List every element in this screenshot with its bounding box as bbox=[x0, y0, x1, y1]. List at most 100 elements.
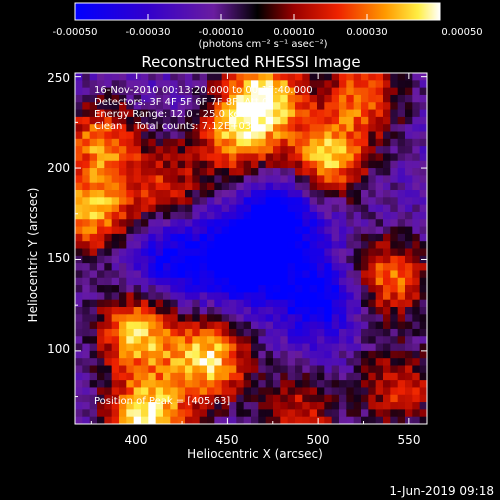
heatmap-cell bbox=[192, 138, 201, 147]
heatmap-cell bbox=[302, 204, 311, 213]
heatmap-cell bbox=[346, 336, 355, 345]
heatmap-cell bbox=[177, 204, 186, 213]
heatmap-cell bbox=[353, 255, 362, 264]
heatmap-cell bbox=[309, 365, 318, 374]
heatmap-cell bbox=[229, 263, 237, 272]
heatmap-cell bbox=[75, 182, 83, 191]
heatmap-cell bbox=[163, 328, 171, 337]
heatmap-cell bbox=[280, 292, 289, 301]
heatmap-cell bbox=[192, 314, 201, 323]
heatmap-cell bbox=[133, 197, 142, 206]
heatmap-cell bbox=[192, 321, 201, 330]
heatmap-cell bbox=[331, 263, 340, 272]
heatmap-cell bbox=[236, 94, 245, 103]
heatmap-cell bbox=[397, 241, 406, 250]
heatmap-cell bbox=[375, 307, 384, 315]
heatmap-cell bbox=[405, 358, 413, 367]
heatmap-cell bbox=[163, 416, 171, 424]
heatmap-cell bbox=[221, 277, 230, 286]
heatmap-cell bbox=[280, 365, 289, 374]
heatmap-cell bbox=[199, 124, 208, 133]
heatmap-cell bbox=[295, 343, 303, 352]
heatmap-cell bbox=[324, 233, 333, 242]
heatmap-cell bbox=[346, 80, 355, 89]
heatmap-cell bbox=[375, 219, 384, 228]
heatmap-cell bbox=[273, 153, 281, 162]
heatmap-cell bbox=[309, 358, 318, 367]
heatmap-cell bbox=[339, 124, 347, 133]
heatmap-cell bbox=[192, 277, 201, 286]
heatmap-cell bbox=[177, 394, 186, 403]
heatmap-cell bbox=[353, 102, 362, 111]
heatmap-cell bbox=[295, 109, 303, 118]
heatmap-cell bbox=[258, 204, 267, 213]
heatmap-cell bbox=[133, 124, 142, 133]
heatmap-cell bbox=[82, 416, 91, 424]
heatmap-cell bbox=[214, 299, 223, 308]
heatmap-cell bbox=[207, 190, 215, 198]
heatmap-cell bbox=[243, 153, 252, 162]
heatmap-cell bbox=[251, 146, 259, 155]
heatmap-cell bbox=[317, 350, 325, 359]
heatmap-cell bbox=[302, 336, 311, 345]
heatmap-cell bbox=[368, 73, 377, 81]
heatmap-cell bbox=[155, 182, 164, 191]
heatmap-cell bbox=[104, 409, 113, 418]
heatmap-cell bbox=[302, 109, 311, 118]
heatmap-cell bbox=[295, 292, 303, 301]
heatmap-cell bbox=[287, 160, 296, 169]
heatmap-cell bbox=[287, 197, 296, 206]
heatmap-cell bbox=[258, 394, 267, 403]
heatmap-cell bbox=[258, 343, 267, 352]
heatmap-cell bbox=[331, 182, 340, 191]
heatmap-cell bbox=[368, 299, 377, 308]
heatmap-cell bbox=[111, 219, 120, 228]
heatmap-cell bbox=[302, 402, 311, 410]
heatmap-cell bbox=[199, 285, 208, 293]
heatmap-cell bbox=[317, 168, 325, 176]
heatmap-cell bbox=[148, 116, 157, 125]
heatmap-cell bbox=[309, 285, 318, 293]
heatmap-cell bbox=[405, 255, 413, 264]
heatmap-cell bbox=[104, 277, 113, 286]
heatmap-cell bbox=[89, 372, 98, 381]
annotation-peak: Position of Peak = [405,63] bbox=[94, 396, 231, 407]
heatmap-cell bbox=[412, 73, 421, 81]
heatmap-cell bbox=[170, 285, 179, 293]
heatmap-cell bbox=[89, 358, 98, 367]
heatmap-cell bbox=[309, 87, 318, 96]
heatmap-cell bbox=[368, 350, 377, 359]
heatmap-cell bbox=[368, 94, 377, 103]
heatmap-cell bbox=[397, 109, 406, 118]
heatmap-cell bbox=[280, 285, 289, 293]
heatmap-cell bbox=[317, 160, 325, 169]
heatmap-cell bbox=[236, 233, 245, 242]
heatmap-cell bbox=[258, 226, 267, 235]
heatmap-cell bbox=[353, 248, 362, 257]
heatmap-cell bbox=[324, 124, 333, 133]
heatmap-cell bbox=[390, 190, 399, 198]
heatmap-cell bbox=[207, 380, 215, 389]
heatmap-cell bbox=[199, 131, 208, 140]
heatmap-cell bbox=[251, 314, 259, 323]
heatmap-cell bbox=[163, 270, 171, 279]
heatmap-cell bbox=[82, 109, 91, 118]
heatmap-cell bbox=[331, 402, 340, 410]
heatmap-cell bbox=[243, 204, 252, 213]
heatmap-cell bbox=[412, 204, 421, 213]
heatmap-cell bbox=[89, 241, 98, 250]
heatmap-cell bbox=[141, 350, 149, 359]
heatmap-cell bbox=[89, 211, 98, 220]
heatmap-cell bbox=[317, 182, 325, 191]
heatmap-cell bbox=[155, 153, 164, 162]
heatmap-cell bbox=[229, 402, 237, 410]
heatmap-cell bbox=[229, 211, 237, 220]
heatmap-cell bbox=[185, 372, 193, 381]
heatmap-cell bbox=[390, 153, 399, 162]
heatmap-cell bbox=[111, 146, 120, 155]
heatmap-cell bbox=[251, 204, 259, 213]
heatmap-cell bbox=[353, 387, 362, 396]
heatmap-cell bbox=[148, 350, 157, 359]
heatmap-cell bbox=[419, 365, 427, 374]
heatmap-cell bbox=[111, 336, 120, 345]
